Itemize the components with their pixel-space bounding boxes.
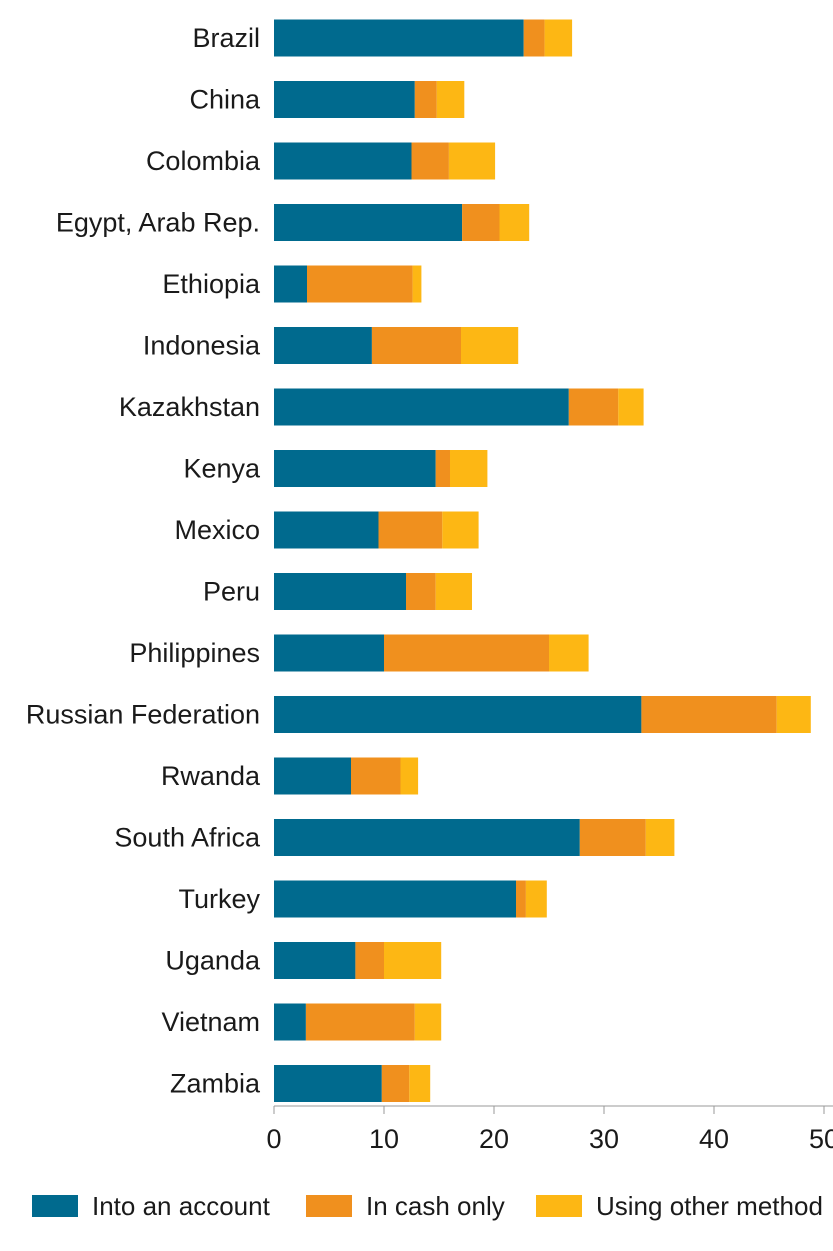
bar-china-in-cash-only (414, 81, 437, 118)
bar-kazakhstan-in-cash-only (568, 388, 619, 426)
bar-zambia-in-cash-only (381, 1065, 410, 1102)
bar-kazakhstan-using-other-method (618, 388, 644, 426)
bar-mexico-into-an-account (274, 511, 379, 549)
category-label: Kazakhstan (119, 392, 260, 422)
bar-indonesia-using-other-method (461, 327, 519, 364)
category-label: China (189, 85, 261, 115)
legend: Into an account In cash only Using other m… (32, 1191, 823, 1221)
bar-turkey-into-an-account (274, 880, 516, 918)
category-label: Turkey (178, 884, 260, 914)
bar-mexico-in-cash-only (378, 511, 443, 549)
category-label: Philippines (129, 638, 260, 668)
x-tick-label: 0 (266, 1124, 281, 1154)
bar-peru-into-an-account (274, 573, 406, 610)
category-label: Mexico (174, 515, 260, 545)
bar-rwanda-in-cash-only (351, 757, 401, 795)
category-label: Russian Federation (26, 700, 260, 730)
legend-label-into-an-account: Into an account (92, 1191, 271, 1221)
category-label: Zambia (170, 1069, 261, 1099)
legend-label-using-other-method: Using other method (596, 1191, 823, 1221)
bar-kazakhstan-into-an-account (274, 388, 569, 426)
category-label: Colombia (146, 146, 261, 176)
bar-turkey-using-other-method (525, 880, 547, 918)
bar-south-africa-into-an-account (274, 819, 580, 856)
bar-uganda-using-other-method (384, 942, 442, 979)
bar-ethiopia-into-an-account (274, 265, 307, 303)
bar-vietnam-using-other-method (414, 1003, 442, 1041)
bar-colombia-into-an-account (274, 142, 412, 180)
x-tick-label: 40 (699, 1124, 729, 1154)
x-tick-label: 20 (479, 1124, 509, 1154)
bar-philippines-into-an-account (274, 634, 384, 672)
bar-peru-using-other-method (435, 573, 472, 610)
bar-brazil-using-other-method (544, 19, 573, 57)
legend-label-in-cash-only: In cash only (366, 1191, 505, 1221)
bar-uganda-into-an-account (274, 942, 356, 979)
category-label: Rwanda (161, 761, 261, 791)
category-label: Ethiopia (162, 269, 261, 299)
bar-russian-federation-in-cash-only (641, 696, 777, 733)
bar-russian-federation-into-an-account (274, 696, 642, 733)
bar-ethiopia-in-cash-only (307, 265, 413, 303)
x-axis: 0 10 20 30 40 50 (266, 1105, 833, 1154)
category-label: Uganda (165, 946, 261, 976)
category-label: Peru (203, 577, 260, 607)
bar-brazil-in-cash-only (523, 19, 545, 57)
bar-egypt-arab-rep-into-an-account (274, 204, 463, 241)
bar-south-africa-in-cash-only (579, 819, 646, 856)
bar-philippines-using-other-method (549, 634, 589, 672)
category-label: Kenya (183, 454, 261, 484)
category-labels: Brazil China Colombia Egypt, Arab Rep. Ethio… (26, 23, 261, 1099)
category-label: Vietnam (161, 1007, 260, 1037)
bar-indonesia-in-cash-only (371, 327, 461, 364)
category-label: Indonesia (143, 331, 261, 361)
bar-rwanda-using-other-method (400, 757, 419, 795)
legend-swatch-using-other-method (536, 1195, 582, 1217)
bar-brazil-into-an-account (274, 19, 524, 57)
x-tick-label: 50 (809, 1124, 833, 1154)
bar-colombia-using-other-method (448, 142, 496, 180)
bar-egypt-arab-rep-using-other-method (499, 204, 530, 241)
legend-swatch-into-an-account (32, 1195, 78, 1217)
x-tick-label: 10 (369, 1124, 399, 1154)
bar-turkey-in-cash-only (516, 880, 526, 918)
x-tick-label: 30 (589, 1124, 619, 1154)
bar-vietnam-into-an-account (274, 1003, 306, 1041)
bar-kenya-in-cash-only (435, 450, 450, 487)
bar-zambia-into-an-account (274, 1065, 382, 1102)
bar-mexico-using-other-method (442, 511, 479, 549)
bar-rwanda-into-an-account (274, 757, 351, 795)
bar-russian-federation-using-other-method (776, 696, 811, 733)
category-label: Egypt, Arab Rep. (56, 208, 260, 238)
bar-peru-in-cash-only (406, 573, 436, 610)
bar-egypt-arab-rep-in-cash-only (462, 204, 500, 241)
bar-uganda-in-cash-only (355, 942, 384, 979)
bar-kenya-into-an-account (274, 450, 436, 487)
bar-china-into-an-account (274, 81, 415, 118)
bar-philippines-in-cash-only (384, 634, 549, 672)
bars-group (274, 19, 811, 1102)
bar-indonesia-into-an-account (274, 327, 372, 364)
bar-south-africa-using-other-method (645, 819, 675, 856)
bar-kenya-using-other-method (450, 450, 488, 487)
bar-zambia-using-other-method (409, 1065, 431, 1102)
bar-ethiopia-using-other-method (412, 265, 422, 303)
category-label: South Africa (114, 823, 261, 853)
bar-colombia-in-cash-only (411, 142, 449, 180)
category-label: Brazil (192, 23, 260, 53)
bar-china-using-other-method (436, 81, 465, 118)
legend-swatch-in-cash-only (306, 1195, 352, 1217)
bar-vietnam-in-cash-only (305, 1003, 415, 1041)
